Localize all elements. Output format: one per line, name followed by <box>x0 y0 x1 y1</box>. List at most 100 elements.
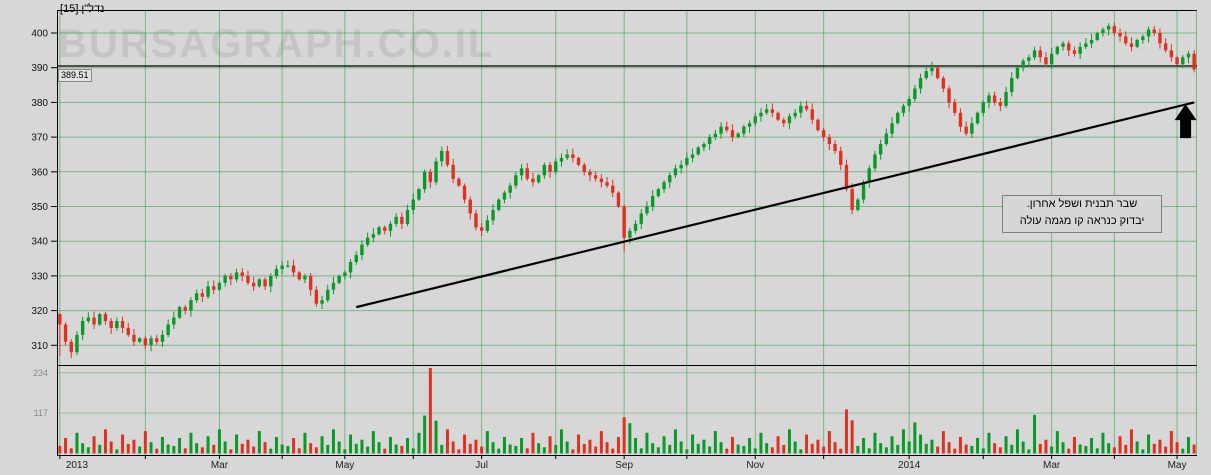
candle <box>554 161 558 172</box>
volume-bar <box>200 447 204 454</box>
volume-bar <box>548 436 552 454</box>
candle <box>548 164 552 172</box>
candle <box>833 144 837 151</box>
volume-bar <box>736 444 740 454</box>
candle <box>536 175 541 183</box>
volume-axis-label: 234 <box>33 368 48 378</box>
candle <box>234 272 239 280</box>
volume-bar <box>457 449 461 454</box>
candle <box>440 150 444 162</box>
candle <box>576 157 581 165</box>
candle <box>1141 36 1145 40</box>
volume-bar <box>1038 443 1042 454</box>
candle <box>251 282 256 287</box>
candle <box>388 223 393 231</box>
volume-bar <box>1175 442 1179 454</box>
volume-bar <box>480 446 484 454</box>
candle <box>314 289 319 304</box>
volume-bar <box>1095 448 1099 454</box>
volume-bar <box>662 436 666 454</box>
candle <box>519 168 524 176</box>
volume-bar <box>326 444 330 454</box>
candle <box>462 185 467 200</box>
volume-bar <box>400 445 404 454</box>
volume-bar <box>109 441 113 454</box>
volume-bar <box>349 434 353 454</box>
candle <box>337 275 341 283</box>
volume-bar <box>314 447 318 454</box>
volume-bar <box>822 446 826 454</box>
candle <box>565 154 569 158</box>
volume-bar <box>360 439 364 454</box>
x-axis-label: Mar <box>1043 460 1061 471</box>
candle <box>457 178 461 186</box>
candle <box>291 265 296 273</box>
volume-bar <box>628 423 632 454</box>
candle <box>981 102 985 113</box>
volume-bar <box>976 437 980 454</box>
candle <box>827 137 832 145</box>
candle <box>400 216 404 224</box>
candle <box>645 206 649 214</box>
volume-bar <box>149 442 153 454</box>
volume-bar <box>75 432 79 454</box>
volume-bar <box>873 432 877 454</box>
volume-bar <box>936 446 940 454</box>
candle <box>445 150 450 165</box>
candle <box>1175 57 1179 65</box>
candle <box>120 321 125 328</box>
candle <box>223 275 227 283</box>
candle <box>992 95 997 103</box>
volume-bar <box>423 415 427 454</box>
volume-bar <box>274 436 278 454</box>
volume-bar <box>1135 441 1139 454</box>
y-axis-label: 330 <box>31 271 48 282</box>
volume-bar <box>611 448 615 454</box>
volume-bar <box>257 431 261 454</box>
candle <box>326 289 330 301</box>
x-axis-label: Sep <box>615 460 633 471</box>
volume-bar <box>1072 436 1076 454</box>
volume-bar <box>1118 436 1122 454</box>
candle <box>861 182 866 200</box>
candle <box>867 168 871 183</box>
candle <box>508 185 512 193</box>
x-axis-label: Mar <box>211 460 229 471</box>
volume-bar <box>235 434 239 454</box>
volume-bar <box>753 448 757 454</box>
volume-bar <box>691 434 695 454</box>
candle <box>109 321 113 328</box>
candle <box>696 147 700 155</box>
candle <box>799 105 803 113</box>
candle <box>383 227 387 231</box>
volume-bar <box>531 432 535 454</box>
volume-bar <box>485 431 489 454</box>
volume-bar <box>1124 444 1128 454</box>
candle <box>212 286 216 290</box>
candle <box>1061 43 1065 47</box>
volume-bar <box>748 437 752 454</box>
candle <box>92 317 96 325</box>
volume-bar <box>651 443 655 454</box>
candle <box>736 133 740 138</box>
y-axis-label: 380 <box>31 98 48 109</box>
volume-bar <box>195 443 199 454</box>
trendline <box>355 101 1195 309</box>
candle <box>320 300 324 304</box>
candle <box>343 272 347 276</box>
volume-bar <box>696 443 700 454</box>
volume-bar <box>303 432 307 454</box>
candle <box>918 78 923 89</box>
candle <box>890 123 894 134</box>
volume-bar <box>388 436 392 454</box>
candle <box>63 324 68 342</box>
volume-bar <box>622 417 626 454</box>
y-axis-label: 370 <box>31 133 48 144</box>
volume-bar <box>280 444 284 454</box>
volume-bar <box>730 436 734 454</box>
volume-bar <box>428 367 432 454</box>
candle <box>394 216 398 224</box>
instrument-label: נדל"ן [15] <box>60 3 105 15</box>
volume-bar <box>383 448 387 454</box>
volume-bar <box>508 444 512 454</box>
